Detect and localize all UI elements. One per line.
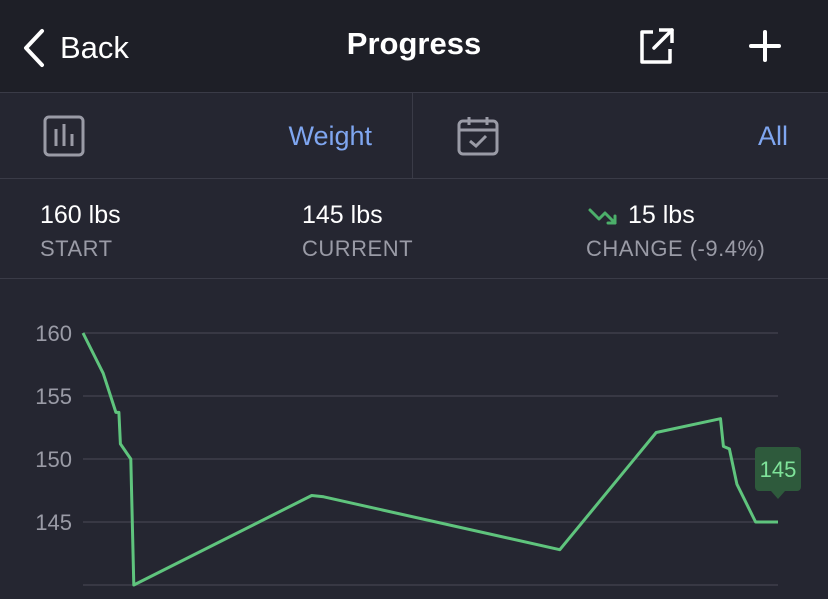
- range-value: All: [757, 121, 788, 151]
- back-label: Back: [60, 30, 129, 65]
- current-value: 145 lbs: [302, 201, 383, 229]
- change-value: 15 lbs: [628, 201, 695, 229]
- start-label: START: [40, 236, 113, 261]
- weight-series-line: [81, 332, 778, 587]
- filter-bar: Weight All: [0, 93, 828, 179]
- metric-selector[interactable]: Weight: [0, 93, 413, 178]
- change-label: CHANGE (-9.4%): [586, 236, 766, 261]
- current-label: CURRENT: [302, 236, 414, 261]
- start-value: 160 lbs: [40, 201, 121, 229]
- share-external-icon: [640, 28, 674, 64]
- stats-row: 160 lbs START 145 lbs CURRENT 15 lbs CHA…: [0, 179, 828, 279]
- trend-down-icon: [588, 208, 617, 224]
- weight-chart: 160 155 150 145 145: [0, 280, 828, 599]
- stat-start: 160 lbs START: [40, 201, 121, 262]
- date-range-selector[interactable]: All: [413, 93, 828, 178]
- stat-change: 15 lbs CHANGE (-9.4%): [586, 201, 765, 262]
- nav-bar: Back Progress: [0, 0, 828, 93]
- metric-value: Weight: [288, 121, 372, 151]
- current-value-tooltip: 145: [755, 447, 801, 499]
- calendar-check-icon: [457, 117, 499, 156]
- tooltip-value: 145: [760, 457, 797, 482]
- tooltip-box: [755, 447, 801, 491]
- share-button[interactable]: [636, 26, 676, 71]
- change-value-row: 15 lbs: [586, 201, 765, 230]
- stat-current: 145 lbs CURRENT: [302, 201, 413, 262]
- bar-chart-icon: [43, 115, 85, 157]
- tooltip-pointer: [771, 491, 785, 499]
- y-tick-label: 160: [35, 321, 72, 346]
- y-tick-label: 150: [35, 447, 72, 472]
- y-tick-label: 145: [35, 510, 72, 535]
- plus-icon: [749, 30, 781, 62]
- weight-line-chart: 160 155 150 145 145: [35, 321, 801, 587]
- y-tick-label: 155: [35, 384, 72, 409]
- chevron-left-icon: [24, 29, 44, 67]
- back-button[interactable]: Back: [22, 24, 129, 72]
- add-button[interactable]: [746, 26, 784, 71]
